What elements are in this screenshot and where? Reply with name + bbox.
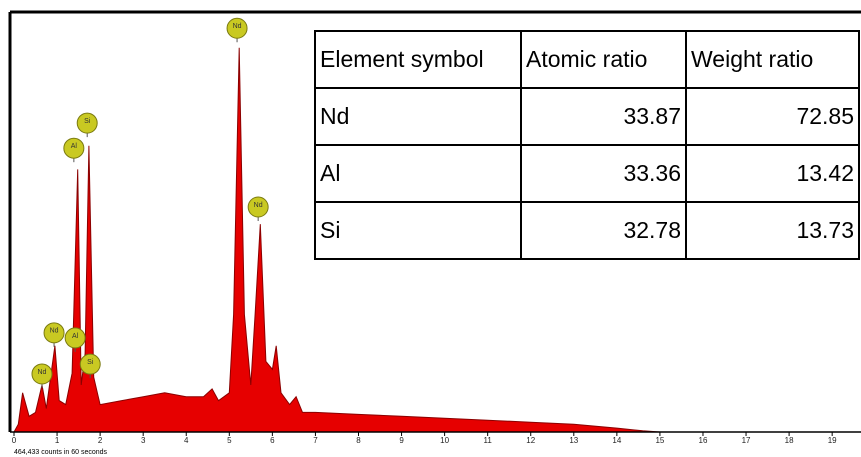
x-tick-label: 14 xyxy=(612,436,621,445)
x-tick-label: 15 xyxy=(655,436,664,445)
annotation-label: Si xyxy=(84,118,91,125)
annotation-label: Nd xyxy=(254,202,263,209)
header-cell: Atomic ratio xyxy=(520,30,687,89)
annotation-marker xyxy=(43,322,65,344)
annotation-marker xyxy=(79,353,101,375)
annotation-marker xyxy=(64,327,86,349)
x-tick-label: 9 xyxy=(399,436,404,445)
annotation-marker xyxy=(63,137,85,159)
table-cell: 33.87 xyxy=(520,87,687,146)
x-tick-label: 16 xyxy=(699,436,708,445)
annotation-label: Nd xyxy=(50,328,59,335)
x-tick-label: 10 xyxy=(440,436,449,445)
annotation-marker xyxy=(226,17,248,39)
x-tick-label: 8 xyxy=(356,436,361,445)
annotation-label: Al xyxy=(71,143,78,150)
header-cell: Element symbol xyxy=(314,30,522,89)
x-tick-label: 11 xyxy=(484,436,493,445)
x-tick-label: 4 xyxy=(184,436,189,445)
x-tick-label: 17 xyxy=(742,436,751,445)
annotation-label: Al xyxy=(72,333,79,340)
x-tick-label: 3 xyxy=(141,436,146,445)
header-row: Element symbol Atomic ratio Weight ratio xyxy=(314,30,860,89)
table-row: Al 33.36 13.42 xyxy=(314,144,860,203)
annotation-marker xyxy=(247,196,269,218)
annotation-marker xyxy=(76,112,98,134)
table-cell: 72.85 xyxy=(685,87,860,146)
annotation-label: Nd xyxy=(38,369,47,376)
x-tick-label: 1 xyxy=(55,436,60,445)
annotation-marker xyxy=(31,363,53,385)
x-tick-label: 12 xyxy=(526,436,535,445)
x-tick-label: 0 xyxy=(12,436,17,445)
annotation-label: Si xyxy=(87,359,94,366)
table-cell: Al xyxy=(314,144,522,203)
table-cell: 33.36 xyxy=(520,144,687,203)
table-row: Si 32.78 13.73 xyxy=(314,201,860,260)
x-tick-label: 2 xyxy=(98,436,103,445)
header-cell: Weight ratio xyxy=(685,30,860,89)
x-tick-label: 5 xyxy=(227,436,232,445)
x-tick-label: 6 xyxy=(270,436,275,445)
table-cell: Nd xyxy=(314,87,522,146)
x-tick-label: 13 xyxy=(569,436,578,445)
table-row: Nd 33.87 72.85 xyxy=(314,87,860,146)
x-tick-label: 19 xyxy=(828,436,837,445)
annotation-label: Nd xyxy=(233,23,242,30)
table-cell: Si xyxy=(314,201,522,260)
table-cell: 13.73 xyxy=(685,201,860,260)
table-cell: 32.78 xyxy=(520,201,687,260)
x-tick-label: 7 xyxy=(313,436,318,445)
footnote: 464,433 counts in 60 seconds xyxy=(14,449,108,456)
table-cell: 13.42 xyxy=(685,144,860,203)
spectrum-area xyxy=(13,47,858,433)
x-tick-label: 18 xyxy=(785,436,794,445)
element-table: Element symbol Atomic ratio Weight ratio… xyxy=(314,30,860,260)
